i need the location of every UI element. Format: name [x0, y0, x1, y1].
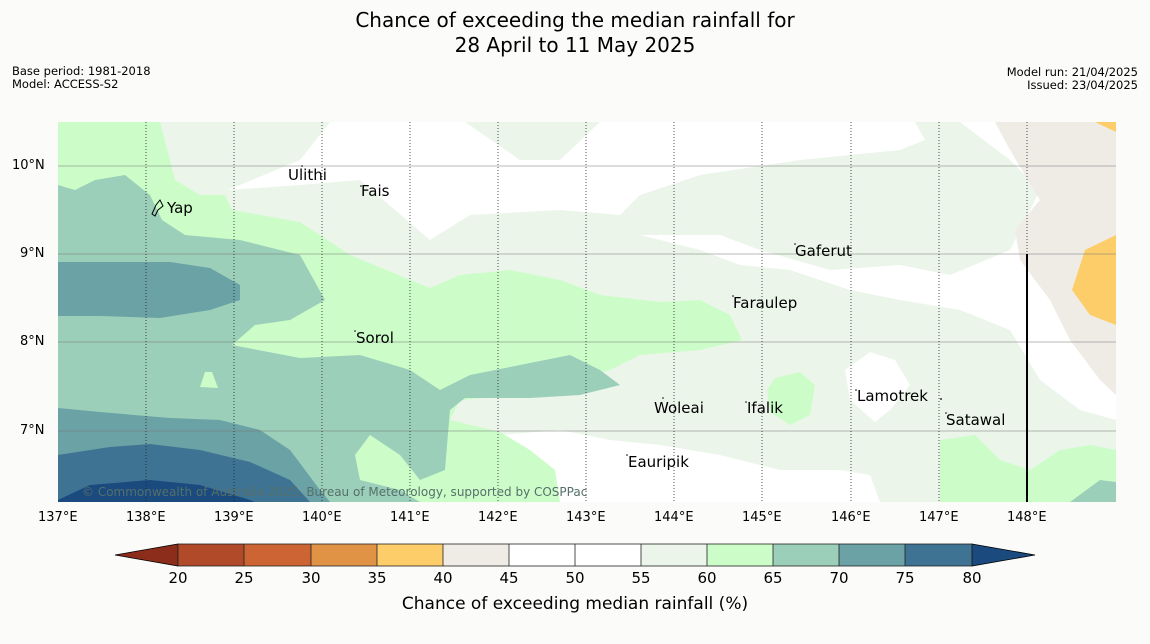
- lat-label-10n: 10°N: [12, 158, 45, 173]
- colorbar-tick-75: 75: [895, 569, 915, 587]
- contour-60-65-southeast: [940, 435, 1116, 502]
- lon-label-142e: 142°E: [478, 510, 518, 525]
- colorbar-60-65: [707, 544, 773, 566]
- issued-text: Issued: 23/04/2025: [1027, 78, 1138, 92]
- colorbar-tick-50: 50: [565, 569, 585, 587]
- contour-60-65-hole: [200, 372, 218, 388]
- rainfall-contours: [58, 122, 1116, 502]
- colorbar-high-extension: [971, 543, 1036, 567]
- colorbar-tick-45: 45: [499, 569, 519, 587]
- lon-label-141e: 141°E: [390, 510, 430, 525]
- island-markers: [301, 165, 947, 456]
- contour-40-45-east: [995, 122, 1116, 395]
- lon-label-143e: 143°E: [566, 510, 606, 525]
- colorbar-20-25: [178, 544, 244, 566]
- lat-label-8n: 8°N: [20, 334, 45, 349]
- colorbar-tick-30: 30: [301, 569, 321, 587]
- lat-label-9n: 9°N: [20, 246, 45, 261]
- contour-above-80: [58, 480, 255, 502]
- place-label-sorol: Sorol: [356, 329, 394, 347]
- longitude-gridlines: [145, 122, 1028, 502]
- lon-label-139e: 139°E: [214, 510, 254, 525]
- colorbar-tick-25: 25: [234, 569, 254, 587]
- base-period-text: Base period: 1981-2018: [12, 64, 151, 78]
- lon-label-138e: 138°E: [126, 510, 166, 525]
- title-line-2: 28 April to 11 May 2025: [454, 33, 696, 57]
- colorbar-low-extension: [114, 543, 179, 567]
- colorbar-45-50: [509, 544, 575, 566]
- place-label-woleai: Woleai: [654, 399, 704, 417]
- place-label-ulithi: Ulithi: [288, 166, 327, 184]
- colorbar-tick-70: 70: [829, 569, 849, 587]
- place-label-ifalik: Ifalik: [747, 399, 783, 417]
- lon-label-145e: 145°E: [742, 510, 782, 525]
- contour-45-55-lamotrek: [845, 352, 910, 422]
- title-line-1: Chance of exceeding the median rainfall …: [355, 8, 795, 32]
- colorbar-75-80: [905, 544, 972, 566]
- yap-island-outline: [151, 199, 164, 217]
- colorbar-70-75: [839, 544, 905, 566]
- contour-45-55-north: [228, 122, 925, 240]
- place-label-lamotrek: Lamotrek: [857, 387, 928, 405]
- place-label-eauripik: Eauripik: [628, 453, 689, 471]
- contour-65-70-se: [1070, 480, 1116, 502]
- model-text: Model: ACCESS-S2: [12, 77, 119, 91]
- meta-left: Base period: 1981-2018 Model: ACCESS-S2: [12, 65, 151, 91]
- lon-label-144e: 144°E: [654, 510, 694, 525]
- place-label-faraulep: Faraulep: [733, 294, 798, 312]
- colorbar-40-45: [443, 544, 509, 566]
- colorbar-50-55: [575, 544, 641, 566]
- contour-60-65-ifalik: [767, 372, 815, 425]
- colorbar-label: Chance of exceeding median rainfall (%): [401, 594, 749, 614]
- lon-label-148e: 148°E: [1007, 510, 1047, 525]
- colorbar-tick-60: 60: [697, 569, 717, 587]
- lat-label-7n: 7°N: [20, 423, 45, 438]
- lon-label-140e: 140°E: [302, 510, 342, 525]
- lon-label-147e: 147°E: [919, 510, 959, 525]
- place-label-gaferut: Gaferut: [795, 242, 852, 260]
- contour-35-40-east: [1072, 235, 1116, 325]
- colorbar-tick-35: 35: [367, 569, 387, 587]
- colorbar-tick-80: 80: [962, 569, 982, 587]
- place-label-satawal: Satawal: [946, 411, 1006, 429]
- colorbar-tick-65: 65: [763, 569, 783, 587]
- place-label-fais: Fais: [361, 182, 390, 200]
- colorbar-tick-20: 20: [168, 569, 188, 587]
- copyright-notice: © Commonwealth of Australia 2025, Bureau…: [82, 485, 588, 499]
- lon-label-146e: 146°E: [831, 510, 871, 525]
- lon-label-137e: 137°E: [38, 510, 78, 525]
- colorbar: [114, 543, 1036, 567]
- contour-45-55-east: [640, 122, 1116, 420]
- model-run-text: Model run: 21/04/2025: [1006, 65, 1138, 79]
- colorbar-tick-55: 55: [631, 569, 651, 587]
- colorbar-25-30: [244, 544, 311, 566]
- contour-35-40-ne: [1095, 122, 1116, 132]
- colorbar-30-35: [311, 544, 377, 566]
- place-label-yap: Yap: [167, 199, 193, 217]
- colorbar-55-60: [641, 544, 707, 566]
- colorbar-tick-40: 40: [433, 569, 453, 587]
- colorbar-35-40: [377, 544, 443, 566]
- meta-right: Model run: 21/04/2025 Issued: 23/04/2025: [1007, 66, 1138, 92]
- contour-45-55-south: [500, 430, 880, 502]
- colorbar-65-70: [773, 544, 839, 566]
- contour-70-75-band: [58, 262, 240, 318]
- map-title: Chance of exceeding the median rainfall …: [0, 8, 1150, 58]
